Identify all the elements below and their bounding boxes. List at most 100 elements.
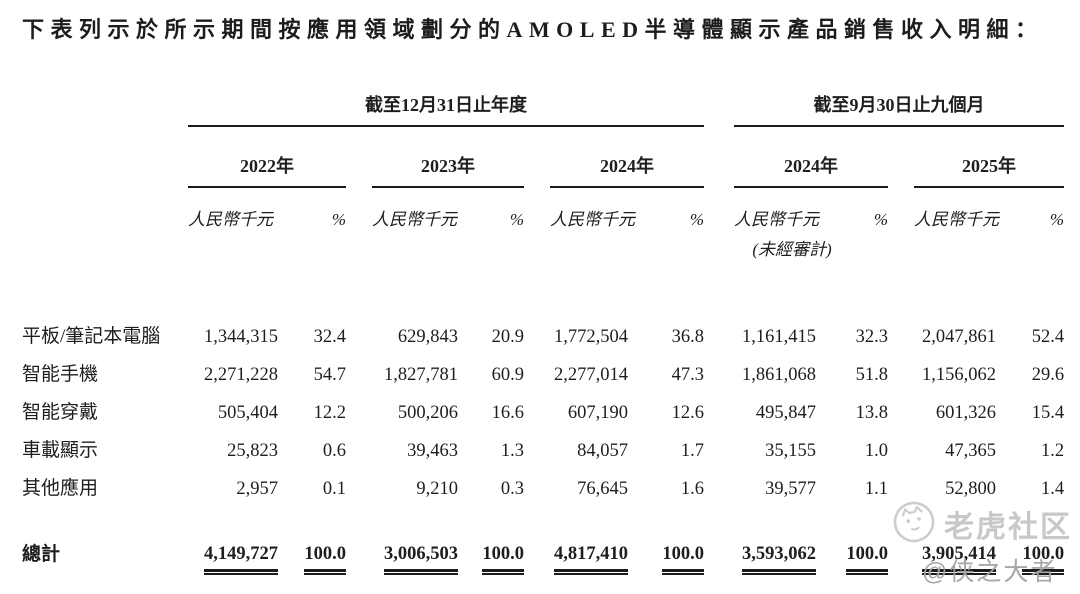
year-header-2022: 2022年 (188, 126, 346, 188)
total-pct-cell: 100.0 (278, 536, 346, 590)
amount-cell: 505,404 (217, 402, 278, 423)
table-row: 其他應用 2,957 0.1 9,210 0.3 76,645 1.6 39,5… (22, 462, 1064, 500)
pct-cell: 54.7 (313, 364, 346, 385)
row-label: 其他應用 (22, 478, 99, 500)
total-pct-cell: 100.0 (458, 536, 524, 590)
year-header-2024: 2024年 (550, 126, 704, 188)
table-row: 智能穿戴 505,404 12.2 500,206 16.6 607,190 1… (22, 386, 1064, 424)
pct-cell: 0.3 (500, 478, 524, 499)
table-row: 智能手機 2,271,228 54.7 1,827,781 60.9 2,277… (22, 348, 1064, 386)
group-header-nine-month: 截至9月30日止九個月 (734, 72, 1065, 127)
pct-label: % (509, 210, 524, 230)
amount-cell: 1,161,415 (742, 326, 816, 347)
group-header-row: 截至12月31日止年度 截至9月30日止九個月 (22, 72, 1065, 127)
pct-label: % (331, 210, 346, 230)
total-pct-cell: 100.0 (628, 536, 704, 590)
pct-cell: 12.2 (313, 402, 346, 423)
amount-cell: 2,271,228 (204, 364, 278, 385)
pct-cell: 0.1 (322, 478, 346, 499)
pct-cell: 1.7 (680, 440, 704, 461)
pct-cell: 51.8 (855, 364, 888, 385)
pct-cell: 1.4 (1040, 478, 1065, 499)
page-title: 下表列示於所示期間按應用領域劃分的AMOLED半導體顯示產品銷售收入明細： (22, 17, 1044, 42)
pct-cell: 0.6 (322, 440, 346, 461)
pct-cell: 47.3 (671, 364, 704, 385)
pct-cell: 29.6 (1031, 364, 1065, 385)
pct-label: % (873, 210, 888, 230)
total-value: 3,593,062 (742, 544, 816, 576)
table-row: 平板/筆記本電腦 1,344,315 32.4 629,843 20.9 1,7… (22, 310, 1064, 348)
table-row: 車載顯示 25,823 0.6 39,463 1.3 84,057 1.7 35… (22, 424, 1064, 462)
amount-cell: 9,210 (416, 478, 458, 499)
amount-cell: 2,277,014 (554, 364, 628, 385)
unit-label: 人民幣千元 (914, 210, 999, 230)
unit-label: 人民幣千元 (188, 210, 273, 230)
year-header-row: 2022年 2023年 2024年 2024年 2025年 (22, 126, 1065, 188)
total-amount-cell: 3,006,503 (372, 536, 458, 590)
row-label: 智能手機 (22, 364, 99, 386)
total-label: 總計 (22, 544, 61, 565)
amount-cell: 495,847 (755, 402, 816, 423)
pct-cell: 13.8 (855, 402, 888, 423)
pct-cell: 1.2 (1040, 440, 1065, 461)
unit-label: 人民幣千元 (372, 210, 457, 230)
amount-cell: 39,577 (765, 478, 816, 499)
total-value: 3,905,414 (922, 544, 996, 576)
amount-cell: 1,156,062 (922, 364, 996, 385)
year-header-2023: 2023年 (372, 126, 524, 188)
amount-cell: 601,326 (935, 402, 996, 423)
year-header-2025-9m: 2025年 (914, 126, 1065, 188)
amount-cell: 84,057 (577, 440, 628, 461)
pct-cell: 20.9 (491, 326, 524, 347)
amount-cell: 2,047,861 (922, 326, 996, 347)
total-amount-cell: 4,817,410 (550, 536, 628, 590)
amount-cell: 500,206 (397, 402, 458, 423)
amount-cell: 39,463 (407, 440, 458, 461)
total-pct-cell: 100.0 (996, 536, 1065, 590)
total-value: 4,817,410 (554, 544, 628, 576)
unaudited-note-row: (未經審計) (22, 230, 1064, 260)
pct-cell: 1.0 (864, 440, 888, 461)
total-value: 100.0 (482, 544, 524, 576)
pct-cell: 32.4 (313, 326, 346, 347)
unaudited-note: (未經審計) (752, 240, 832, 260)
pct-label: % (689, 210, 704, 230)
total-value: 100.0 (662, 544, 704, 576)
amount-cell: 607,190 (567, 402, 628, 423)
amount-cell: 1,861,068 (742, 364, 816, 385)
total-value: 4,149,727 (204, 544, 278, 576)
amount-cell: 35,155 (765, 440, 816, 461)
corner-cell (22, 72, 160, 126)
amount-cell: 1,827,781 (384, 364, 458, 385)
amount-cell: 1,772,504 (554, 326, 628, 347)
pct-cell: 1.3 (500, 440, 524, 461)
amount-cell: 2,957 (236, 478, 278, 499)
total-amount-cell: 3,593,062 (734, 536, 816, 590)
year-header-2024-9m: 2024年 (734, 126, 888, 188)
unit-label: 人民幣千元 (550, 210, 635, 230)
amount-cell: 76,645 (577, 478, 628, 499)
total-amount-cell: 3,905,414 (914, 536, 996, 590)
pct-cell: 60.9 (491, 364, 524, 385)
amount-cell: 25,823 (227, 440, 278, 461)
pct-cell: 12.6 (671, 402, 704, 423)
total-value: 3,006,503 (384, 544, 458, 576)
group-header-annual: 截至12月31日止年度 (188, 72, 704, 127)
total-value: 100.0 (304, 544, 346, 576)
amount-cell: 47,365 (945, 440, 996, 461)
unit-header-row: 人民幣千元 % 人民幣千元 % 人民幣千元 % 人民幣千元 % 人民幣千元 % (22, 187, 1064, 230)
row-label: 車載顯示 (22, 440, 99, 462)
amount-cell: 629,843 (397, 326, 458, 347)
pct-label: % (1049, 210, 1065, 230)
pct-cell: 52.4 (1031, 326, 1065, 347)
pct-cell: 1.1 (864, 478, 888, 499)
row-label: 智能穿戴 (22, 402, 99, 424)
total-value: 100.0 (846, 544, 888, 576)
pct-cell: 16.6 (491, 402, 524, 423)
pct-cell: 32.3 (855, 326, 888, 347)
pct-cell: 15.4 (1031, 402, 1065, 423)
total-row: 總計 4,149,727 100.0 3,006,503 100.0 4,817… (22, 536, 1065, 590)
total-amount-cell: 4,149,727 (188, 536, 278, 590)
revenue-table: 截至12月31日止年度 截至9月30日止九個月 2022年 2023年 2024… (22, 72, 1065, 590)
total-pct-cell: 100.0 (816, 536, 888, 590)
